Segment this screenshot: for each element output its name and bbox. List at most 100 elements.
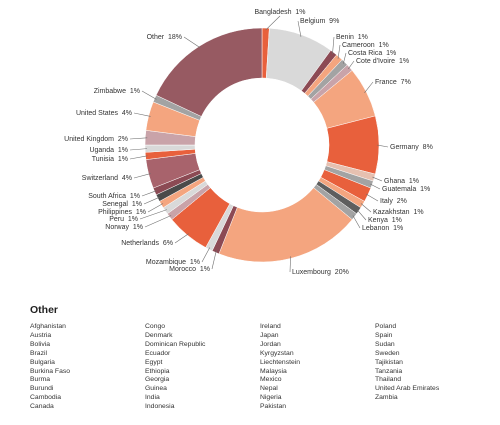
other-country: Afghanistan: [30, 323, 66, 330]
leader-line-bangladesh: [265, 15, 281, 31]
leader-line-cameroon: [337, 44, 341, 59]
slice-label-peru: Peru 1%: [109, 216, 138, 223]
other-country: Egypt: [145, 358, 163, 366]
other-country: Tanzania: [375, 367, 403, 375]
leader-line-italy: [365, 193, 379, 202]
leader-line-luxembourg: [289, 256, 291, 273]
other-country: Tajikistan: [375, 358, 403, 366]
slice-label-costa-rica: Costa Rica 1%: [348, 50, 396, 57]
other-country: Ireland: [260, 323, 281, 330]
slice-label-benin: Benin 1%: [336, 34, 368, 41]
slice-label-cote-d-ivoire: Cote d'Ivoire 1%: [356, 58, 409, 65]
leader-line-tunisia: [129, 155, 148, 160]
other-country: Canada: [30, 403, 54, 411]
other-country: Nepal: [260, 385, 278, 393]
leader-line-lebanon: [352, 215, 361, 229]
other-column-2: Congo Denmark Dominican Republic Ecuador…: [145, 323, 260, 412]
other-country: Malaysia: [260, 367, 287, 375]
leader-line-peru: [139, 209, 167, 220]
other-country: Georgia: [145, 376, 170, 384]
other-country: Jordan: [260, 340, 281, 348]
slice-label-norway: Norway 1%: [105, 224, 143, 231]
other-country: Austria: [30, 331, 52, 339]
other-country: Pakistan: [260, 403, 287, 411]
other-country: Burkina Faso: [30, 367, 71, 375]
slices-layer: [144, 27, 380, 263]
leader-line-guatemala: [370, 183, 381, 190]
other-country: Poland: [375, 323, 397, 330]
leader-line-costa-rica: [343, 52, 347, 64]
leader-line-belgium: [297, 20, 302, 37]
leader-line-philippines: [147, 203, 164, 213]
slice-label-kazakhstan: Kazakhstan 1%: [373, 209, 424, 216]
other-country: Congo: [145, 323, 166, 330]
slice-label-united-kingdom: United Kingdom 2%: [64, 136, 128, 143]
other-country: Zambia: [375, 394, 398, 402]
leader-line-kenya: [356, 209, 367, 221]
slice-label-italy: Italy 2%: [380, 198, 407, 205]
leader-line-uganda: [129, 148, 148, 151]
slice-label-belgium: Belgium 9%: [300, 18, 339, 25]
slice-label-uganda: Uganda 1%: [89, 147, 128, 154]
slice-label-bangladesh: Bangladesh 1%: [255, 9, 306, 16]
other-country: Bulgaria: [30, 358, 55, 366]
other-country: Sweden: [375, 349, 400, 357]
other-country: Liechtenstein: [260, 358, 301, 366]
slice-label-other: Other 18%: [147, 34, 182, 41]
other-country: Indonesia: [145, 403, 175, 411]
leader-line-ghana: [372, 176, 383, 182]
slice-label-mozambique: Mozambique 1%: [146, 259, 200, 266]
leader-lines-layer: [129, 15, 389, 273]
leader-line-other: [183, 36, 201, 49]
leader-line-senegal: [143, 196, 160, 205]
slice-label-united-states: United States 4%: [76, 110, 132, 117]
other-country: Burundi: [30, 385, 54, 393]
leader-line-norway: [144, 215, 172, 228]
leader-line-united-kingdom: [129, 137, 148, 140]
leader-line-united-states: [133, 112, 151, 117]
slice-label-ghana: Ghana 1%: [384, 178, 419, 185]
leader-line-switzerland: [133, 173, 151, 179]
leader-line-france: [364, 81, 374, 93]
other-column-1: Afghanistan Austria Bolivia Brazil Bulga…: [30, 323, 145, 412]
donut-chart-area: Bangladesh 1% Belgium 9% Benin 1% Cameroon …: [64, 9, 433, 276]
slice-label-luxembourg: Luxembourg 20%: [292, 269, 349, 276]
slice-label-south-africa: South Africa 1%: [88, 193, 140, 200]
other-country: Kyrgyzstan: [260, 349, 294, 357]
other-country: Burma: [30, 376, 51, 384]
other-heading: Other: [30, 304, 59, 316]
other-country: Spain: [375, 331, 393, 339]
slice-label-kenya: Kenya 1%: [368, 217, 402, 224]
other-column-4: Poland Spain Sudan Sweden Tajikistan Tan…: [375, 323, 490, 412]
slice-label-tunisia: Tunisia 1%: [92, 156, 128, 163]
slice-label-lebanon: Lebanon 1%: [362, 225, 403, 232]
leader-line-morocco: [211, 250, 217, 270]
other-column-3: Ireland Japan Jordan Kyrgyzstan Liechten…: [260, 323, 375, 412]
other-country: Denmark: [145, 331, 173, 339]
slice-labels-layer: Bangladesh 1% Belgium 9% Benin 1%Cameroon …: [64, 9, 433, 276]
slice-label-netherlands: Netherlands 6%: [121, 240, 173, 247]
other-country: India: [145, 394, 160, 402]
leader-line-mozambique: [201, 247, 211, 263]
other-country: Ecuador: [145, 349, 171, 357]
other-country: Bolivia: [30, 340, 51, 348]
slice-label-germany: Germany 8%: [390, 144, 433, 151]
other-countries-section: Other Afghanistan Austria Bolivia Brazil…: [30, 304, 490, 412]
leader-line-netherlands: [174, 233, 189, 244]
other-country: Dominican Republic: [145, 340, 206, 348]
other-country: Mexico: [260, 376, 282, 384]
other-country: Sudan: [375, 340, 395, 348]
leader-line-germany: [376, 144, 389, 148]
slice-label-morocco: Morocco 1%: [169, 266, 210, 273]
leader-line-south-africa: [141, 190, 157, 197]
other-countries-columns: Afghanistan Austria Bolivia Brazil Bulga…: [30, 323, 490, 412]
slice-label-senegal: Senegal 1%: [102, 201, 142, 208]
other-country: Guinea: [145, 385, 167, 393]
other-country: Thailand: [375, 376, 402, 384]
slice-label-zimbabwe: Zimbabwe 1%: [94, 88, 140, 95]
slice-label-cameroon: Cameroon 1%: [342, 42, 389, 49]
other-country: Japan: [260, 331, 279, 339]
leader-line-cote-d-ivoire: [348, 60, 355, 70]
leader-line-zimbabwe: [141, 90, 157, 100]
slice-label-guatemala: Guatemala 1%: [382, 186, 430, 193]
